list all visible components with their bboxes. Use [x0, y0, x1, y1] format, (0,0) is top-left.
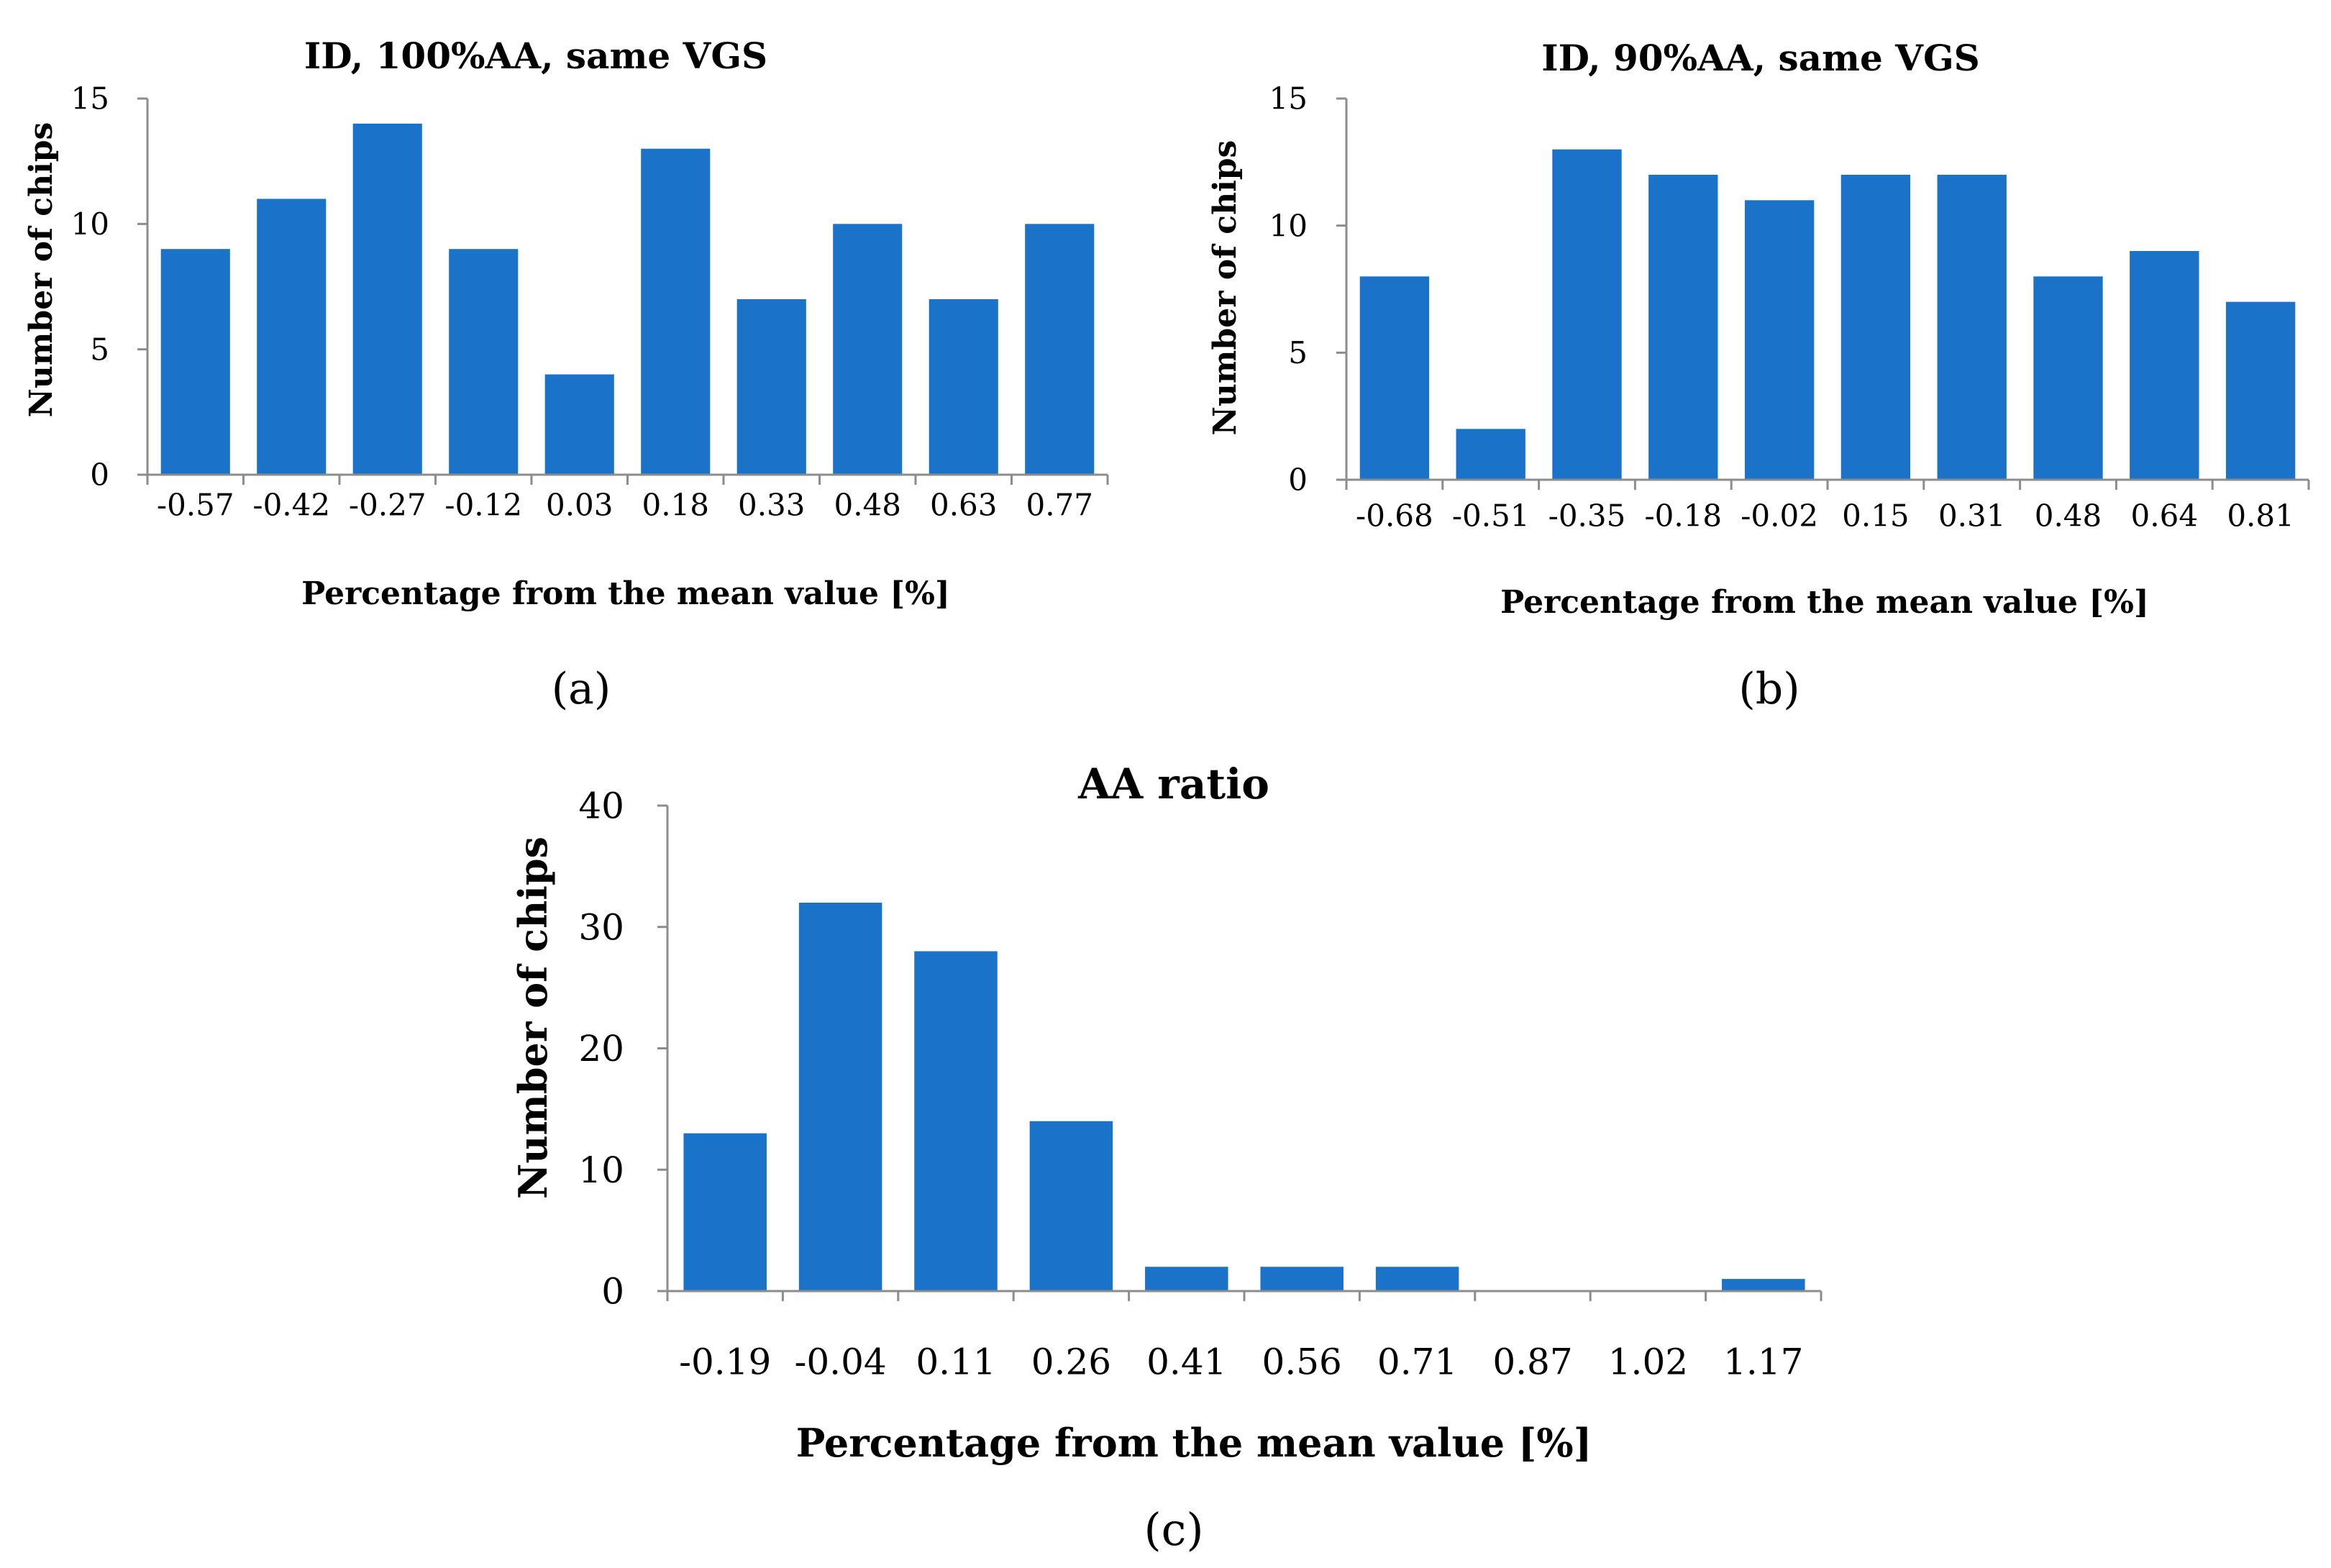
chart-c-xtick-label-4: 0.41 [1146, 1341, 1226, 1383]
chart-a-bar-3 [449, 249, 519, 475]
chart-a-ylabel: Number of chips [23, 122, 60, 418]
chart-c-bar-3 [1029, 1121, 1113, 1291]
chart-b-xlabel: Percentage from the mean value [%] [1500, 584, 2149, 621]
chart-c-ytick-label-1: 10 [578, 1149, 624, 1191]
chart-c-xtick-label-9: 1.17 [1723, 1341, 1803, 1383]
chart-b: ID, 90%AA, same VGS Number of chips Perc… [1207, 37, 2310, 714]
chart-a-xtick-label-4: 0.03 [546, 488, 613, 523]
chart-a-bar-8 [929, 298, 998, 475]
chart-c-ytick-label-2: 20 [578, 1028, 624, 1070]
chart-a-ytick-label-2: 10 [71, 206, 109, 242]
chart-c-xtick-label-2: 0.11 [916, 1341, 995, 1383]
chart-a-xtick-label-6: 0.33 [738, 488, 806, 523]
chart-b-xtick-label-8: 0.64 [2131, 498, 2199, 534]
chart-a-xlabel: Percentage from the mean value [%] [301, 575, 950, 612]
chart-c-xtick-label-3: 0.26 [1031, 1341, 1111, 1383]
chart-b-xtick-label-9: 0.81 [2227, 498, 2294, 534]
chart-c-xtick-label-7: 0.87 [1492, 1341, 1572, 1383]
chart-b-bar-3 [1648, 175, 1718, 480]
chart-b-ylabel: Number of chips [1207, 140, 1244, 436]
chart-c: AA ratio Number of chips Percentage from… [510, 760, 1823, 1556]
chart-c-bar-5 [1260, 1267, 1344, 1291]
chart-b-bar-9 [2225, 301, 2296, 480]
chart-a-xtick-label-8: 0.63 [930, 488, 998, 523]
chart-a-bar-4 [544, 374, 614, 475]
chart-b-ytick-label-2: 10 [1269, 208, 1308, 243]
chart-b-xtick-label-4: -0.02 [1741, 498, 1818, 534]
chart-b-bar-6 [1937, 175, 2007, 480]
chart-b-xtick-label-0: -0.68 [1356, 498, 1433, 534]
chart-b-bar-5 [1840, 175, 1911, 480]
chart-b-ytick-label-0: 0 [1288, 462, 1308, 498]
chart-a-xtick-label-9: 0.77 [1026, 488, 1093, 523]
chart-a-xtick-label-2: -0.27 [349, 488, 426, 523]
chart-b-xtick-label-6: 0.31 [1938, 498, 2006, 534]
chart-b-ytick-label-1: 5 [1288, 335, 1308, 370]
chart-c-bar-4 [1145, 1267, 1228, 1291]
chart-c-xlabel: Percentage from the mean value [%] [796, 1420, 1592, 1466]
chart-c-ytick-label-4: 40 [578, 785, 624, 827]
chart-a-bar-6 [736, 298, 806, 475]
chart-a-bar-5 [641, 148, 711, 475]
chart-a-panel-label: (a) [552, 664, 611, 714]
chart-a-ytick-label-0: 0 [90, 457, 109, 493]
chart-c-bar-0 [683, 1133, 767, 1291]
chart-b-xtick-label-3: -0.18 [1644, 498, 1722, 534]
chart-a: ID, 100%AA, same VGS Number of chips Per… [23, 35, 1109, 714]
chart-a-title: ID, 100%AA, same VGS [304, 35, 767, 77]
chart-b-panel-label: (b) [1738, 664, 1799, 714]
chart-a-xtick-label-0: -0.57 [157, 488, 234, 523]
chart-b-xtick-label-2: -0.35 [1548, 498, 1626, 534]
chart-c-xtick-label-5: 0.56 [1262, 1341, 1342, 1383]
chart-c-panel-label: (c) [1144, 1503, 1203, 1556]
chart-b-bar-2 [1552, 149, 1622, 480]
chart-a-ytick-label-1: 5 [90, 332, 109, 367]
chart-b-ytick-label-3: 15 [1269, 81, 1308, 117]
chart-b-bar-1 [1456, 429, 1525, 480]
chart-b-title: ID, 90%AA, same VGS [1541, 37, 1980, 79]
chart-a-xtick-label-5: 0.18 [642, 488, 709, 523]
chart-c-ylabel: Number of chips [510, 837, 556, 1199]
chart-a-bar-1 [257, 199, 327, 475]
chart-a-bar-0 [160, 249, 230, 475]
chart-c-bar-2 [914, 951, 998, 1291]
chart-c-title: AA ratio [1077, 760, 1269, 808]
chart-a-bar-9 [1025, 224, 1095, 475]
chart-c-ytick-label-0: 0 [601, 1271, 624, 1313]
chart-a-xtick-label-3: -0.12 [444, 488, 522, 523]
chart-a-xtick-label-1: -0.42 [252, 488, 330, 523]
chart-a-xtick-label-7: 0.48 [834, 488, 901, 523]
chart-c-bar-1 [798, 903, 882, 1291]
chart-a-ytick-label-3: 15 [71, 81, 109, 117]
chart-c-xtick-label-0: -0.19 [679, 1341, 771, 1383]
chart-b-bar-4 [1744, 200, 1815, 480]
chart-b-bar-7 [2033, 276, 2103, 480]
chart-c-bar-9 [1722, 1279, 1805, 1291]
chart-c-xtick-label-6: 0.71 [1377, 1341, 1457, 1383]
chart-b-xtick-label-5: 0.15 [1842, 498, 1910, 534]
chart-c-xtick-label-1: -0.04 [794, 1341, 886, 1383]
chart-b-xtick-label-1: -0.51 [1452, 498, 1530, 534]
chart-c-xtick-label-8: 1.02 [1608, 1341, 1688, 1383]
chart-c-bar-6 [1375, 1267, 1459, 1291]
chart-a-bar-7 [833, 224, 903, 475]
chart-c-ytick-label-3: 30 [578, 906, 624, 948]
chart-b-bar-8 [2130, 251, 2199, 480]
chart-b-xtick-label-7: 0.48 [2035, 498, 2102, 534]
chart-a-bar-2 [352, 123, 422, 475]
chart-b-bar-0 [1359, 276, 1430, 480]
